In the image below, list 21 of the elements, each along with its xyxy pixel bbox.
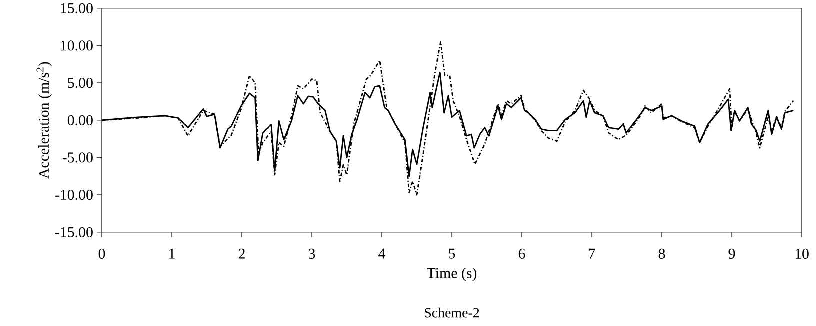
y-tick-label: 0.00 bbox=[68, 115, 93, 126]
x-tick-label: 8 bbox=[658, 248, 666, 259]
x-axis-title: Time (s) bbox=[427, 268, 477, 282]
y-tick-label: 5.00 bbox=[68, 78, 93, 88]
x-tick-label: 1 bbox=[170, 248, 175, 259]
y-tick-label: -5.00 bbox=[62, 152, 93, 163]
x-tick-label: 0 bbox=[98, 248, 106, 259]
y-tick-label: -10.00 bbox=[55, 190, 93, 200]
x-tick-label: 6 bbox=[518, 248, 526, 259]
y-tick-label: -15.00 bbox=[55, 227, 93, 238]
x-tick-label: 7 bbox=[589, 248, 596, 259]
x-tick-label: 10 bbox=[796, 248, 809, 259]
x-tick-label: 9 bbox=[728, 248, 736, 259]
y-tick-label: 10.00 bbox=[61, 40, 93, 51]
x-tick-label: 2 bbox=[238, 248, 245, 259]
text: Scheme-2 bbox=[425, 308, 480, 318]
x-tick-label: 3 bbox=[308, 248, 316, 259]
y-axis-title: Acceleration (m/s$^{2}$) bbox=[36, 62, 52, 179]
x-tick-label: 4 bbox=[378, 248, 386, 259]
x-tick-label: 5 bbox=[449, 248, 456, 259]
y-tick-label: 15.00 bbox=[61, 3, 93, 14]
